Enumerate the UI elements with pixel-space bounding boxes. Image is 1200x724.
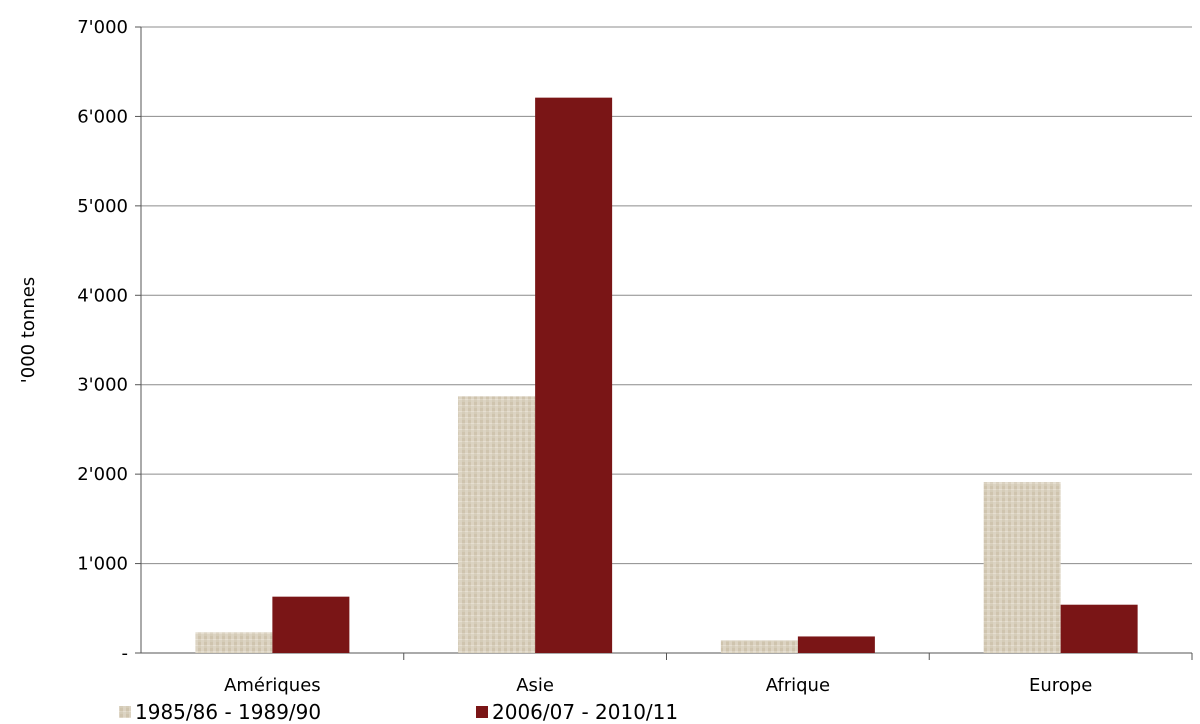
y-axis-title: '000 tonnes: [18, 277, 39, 383]
bar-series1-1: [458, 396, 536, 653]
bar-series1-3: [983, 482, 1061, 653]
y-tick-label: -: [122, 643, 129, 664]
bar-series1-0: [195, 632, 273, 653]
x-tick-label: Amériques: [224, 675, 321, 696]
y-tick-label: 2'000: [77, 464, 128, 485]
y-tick-label: 1'000: [77, 554, 128, 575]
bars: [195, 97, 1138, 654]
y-tick-label: 7'000: [77, 17, 128, 38]
x-tick-label: Europe: [1029, 675, 1092, 696]
y-tick-label: 5'000: [77, 196, 128, 217]
gridlines: [141, 26, 1192, 565]
legend-label-1: 1985/86 - 1989/90: [135, 700, 321, 724]
x-tick-label: Afrique: [766, 675, 830, 696]
y-tick-label: 4'000: [77, 285, 128, 306]
bar-series2-2: [797, 636, 875, 653]
labels: - 1'000 2'000 3'000 4'000 5'000 6'000 7'000 '000…: [18, 17, 1092, 696]
legend: 1985/86 - 1989/90 2006/07 - 2010/11: [119, 700, 678, 724]
y-tick-label: 3'000: [77, 375, 128, 396]
legend-swatch-1: [119, 706, 131, 718]
bar-series2-1: [535, 97, 613, 654]
y-tick-label: 6'000: [77, 106, 128, 127]
bar-series2-0: [272, 596, 350, 653]
bar-series1-2: [720, 640, 798, 653]
x-tick-label: Asie: [516, 675, 554, 696]
legend-label-2: 2006/07 - 2010/11: [492, 700, 678, 724]
bar-series2-3: [1060, 604, 1138, 653]
legend-swatch-2: [476, 706, 488, 718]
